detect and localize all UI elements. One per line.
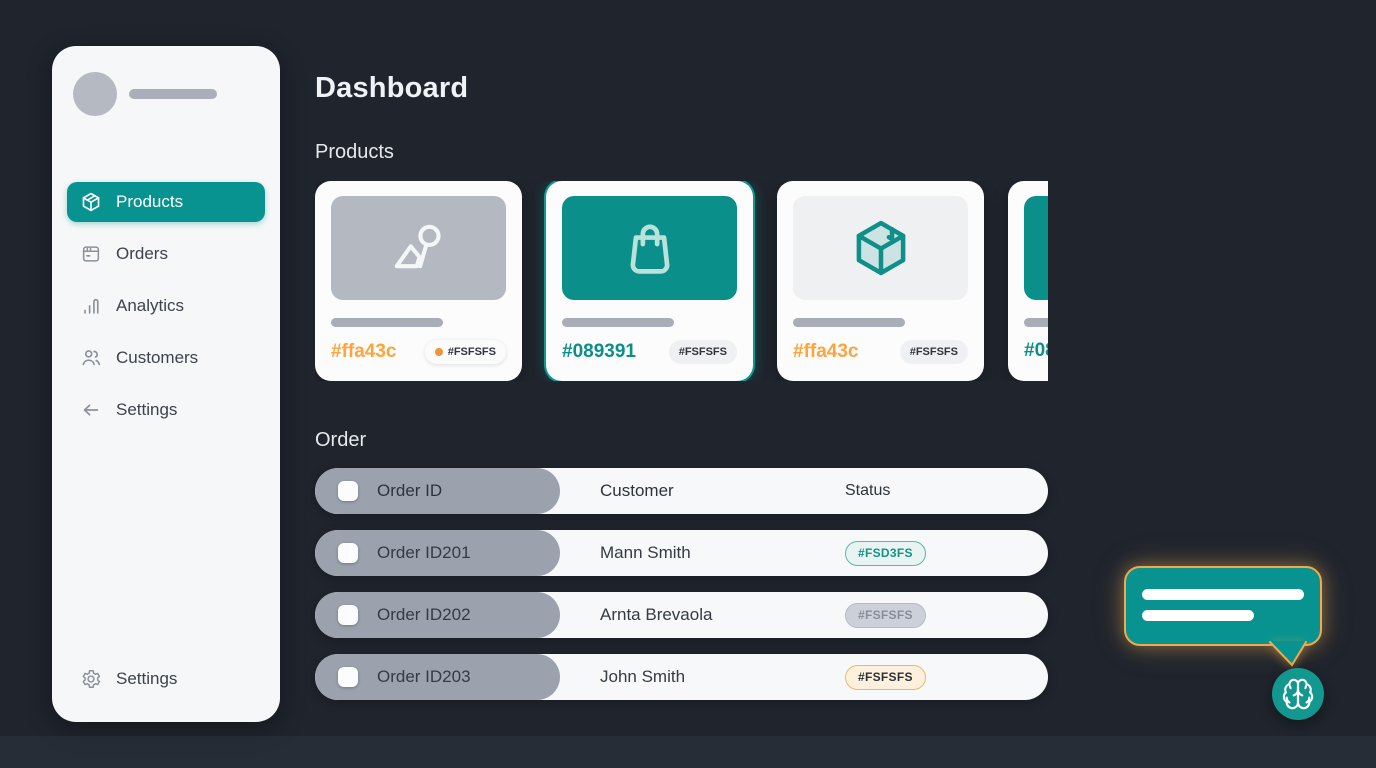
sidebar-footer-settings[interactable]: Settings: [67, 658, 265, 700]
order-section-title: Order: [315, 429, 367, 451]
product-card[interactable]: #ffa43c #FSFSFS: [777, 181, 984, 381]
brain-icon: [1282, 678, 1314, 710]
bottom-band: [0, 736, 1376, 768]
package-icon: [856, 220, 905, 276]
users-icon: [80, 347, 102, 369]
orders-table: Order ID Customer Status Order ID201 Man…: [315, 468, 1048, 700]
sidebar-item-orders[interactable]: Orders: [67, 234, 265, 274]
product-image-placeholder: [793, 196, 968, 300]
products-section-title: Products: [315, 141, 394, 163]
customer-name: John Smith: [600, 667, 686, 686]
customer-name: Mann Smith: [600, 543, 691, 562]
sidebar-item-label: Analytics: [116, 296, 185, 315]
product-card[interactable]: #ffa43c #FSFSFS: [315, 181, 522, 381]
chat-text-skeleton: [1142, 589, 1304, 600]
gear-icon: [80, 668, 102, 690]
avatar: [73, 72, 117, 116]
row-left-segment: Order ID203: [315, 654, 560, 700]
product-label: #ffa43c: [331, 341, 397, 362]
card-skeleton-bar: [793, 318, 905, 327]
column-header: Customer: [600, 481, 674, 500]
column-header: Status: [845, 482, 891, 499]
product-card-clipped[interactable]: #089391: [1008, 181, 1048, 381]
sidebar-item-label: Products: [116, 192, 184, 211]
card-skeleton-bar: [331, 318, 443, 327]
card-skeleton-bar: [1024, 318, 1048, 327]
arrow-left-icon: [80, 399, 102, 421]
main-content: Dashboard Products #ffa43c #FSFSFS: [315, 0, 1048, 700]
product-image-placeholder: [1024, 196, 1048, 300]
sidebar-nav: Products Orders Analytics: [67, 182, 265, 430]
profile-name-skeleton: [129, 89, 217, 99]
order-row[interactable]: Order ID203 John Smith #FSFSFS: [315, 654, 1048, 700]
sidebar-item-label: Orders: [116, 244, 168, 263]
sidebar-footer-label: Settings: [116, 669, 178, 688]
sidebar-item-customers[interactable]: Customers: [67, 338, 265, 378]
product-badge: #FSFSFS: [668, 340, 737, 364]
product-label: #ffa43c: [793, 341, 859, 362]
sidebar-item-settings[interactable]: Settings: [67, 390, 265, 430]
chat-text-skeleton: [1142, 610, 1254, 621]
orders-icon: [80, 243, 102, 265]
sidebar-item-label: Customers: [116, 348, 199, 367]
orders-header-row: Order ID Customer Status: [315, 468, 1048, 514]
order-id: Order ID203: [377, 667, 471, 686]
card-skeleton-bar: [562, 318, 674, 327]
sidebar-item-label: Settings: [116, 400, 178, 419]
page-title: Dashboard: [315, 72, 469, 104]
bar-chart-icon: [80, 295, 102, 317]
row-left-segment: Order ID202: [315, 592, 560, 638]
row-checkbox[interactable]: [338, 605, 358, 625]
assistant-button[interactable]: [1272, 668, 1324, 720]
status-badge: #FSFSFS: [845, 602, 926, 628]
row-checkbox[interactable]: [338, 667, 358, 687]
customer-name: Arnta Brevaola: [600, 605, 713, 624]
chat-bubble: [1124, 566, 1322, 646]
chat-bubble-tail: [1269, 641, 1307, 667]
order-row[interactable]: Order ID201 Mann Smith #FSD3FS: [315, 530, 1048, 576]
sidebar-item-products[interactable]: Products: [67, 182, 265, 222]
product-badge: #FSFSFS: [899, 340, 968, 364]
package-icon: [80, 191, 102, 213]
sidebar: Products Orders Analytics: [52, 46, 280, 722]
select-all-checkbox[interactable]: [338, 481, 358, 501]
order-row[interactable]: Order ID202 Arnta Brevaola #FSFSFS: [315, 592, 1048, 638]
product-card[interactable]: #089391 #FSFSFS: [546, 181, 753, 381]
product-image-placeholder: [562, 196, 737, 300]
sidebar-item-analytics[interactable]: Analytics: [67, 286, 265, 326]
column-header: Order ID: [377, 481, 443, 500]
product-image-placeholder: [331, 196, 506, 300]
status-badge: #FSD3FS: [845, 540, 926, 566]
row-checkbox[interactable]: [338, 543, 358, 563]
products-card-row: #ffa43c #FSFSFS #089391 #FSFSFS: [315, 181, 1048, 381]
product-label: #089391: [1024, 340, 1048, 361]
product-label: #089391: [562, 341, 636, 362]
profile: [73, 72, 217, 116]
order-id: Order ID202: [377, 605, 471, 624]
status-badge: #FSFSFS: [845, 664, 926, 690]
shopping-bag-icon: [630, 224, 669, 274]
sidebar-footer: Settings: [67, 658, 265, 700]
product-badge: #FSFSFS: [424, 340, 506, 364]
order-id: Order ID201: [377, 543, 471, 562]
image-placeholder-icon: [394, 224, 441, 269]
orange-dot-icon: [434, 348, 443, 356]
row-left-segment: Order ID201: [315, 530, 560, 576]
header-left-segment: Order ID: [315, 468, 560, 514]
